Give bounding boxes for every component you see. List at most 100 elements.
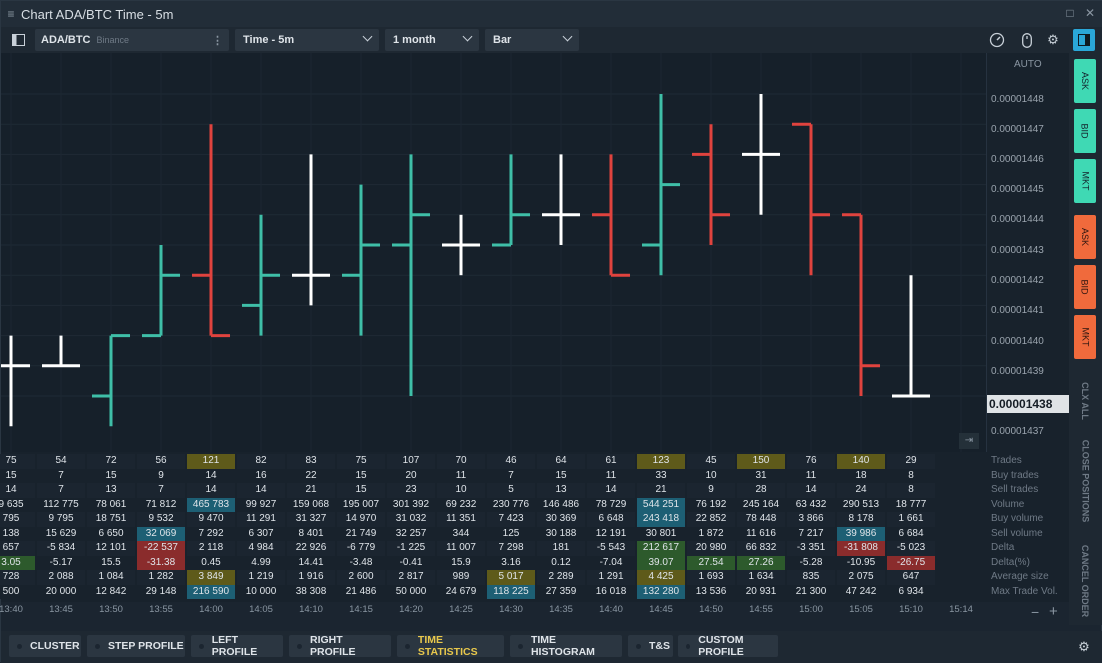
stat-cell: 4 984 (237, 541, 285, 556)
sell-market-button[interactable]: MKT (1074, 315, 1096, 359)
tab-step-profile[interactable]: STEP PROFILE (87, 635, 185, 657)
stat-cell: 27.54 (687, 555, 735, 570)
price-tick-label: 0.00001446 (991, 154, 1044, 165)
stat-cell: 76 (787, 454, 835, 469)
stat-cell: 21 (287, 483, 335, 498)
stat-cell: 9 (687, 483, 735, 498)
more-options-icon[interactable]: ⋮ (212, 34, 223, 47)
price-tick-label: 0.00001444 (991, 214, 1044, 225)
tab-t-s[interactable]: T&S (628, 635, 673, 657)
buy-ask-button[interactable]: ASK (1074, 59, 1096, 103)
stat-cell: 465 783 (187, 497, 235, 512)
price-chart[interactable]: ⇥ (1, 53, 1069, 452)
stat-cell: 11 351 (437, 512, 485, 527)
symbol-selector[interactable]: ADA/BTC Binance ⋮ (35, 29, 229, 51)
stat-cell: 69 232 (437, 497, 485, 512)
stat-cell: 7 217 (787, 526, 835, 541)
tab-label: LEFT PROFILE (211, 634, 258, 658)
buy-ask-label: ASK (1079, 71, 1090, 91)
close-icon[interactable]: ✕ (1084, 6, 1096, 20)
tab-right-profile[interactable]: RIGHT PROFILE (289, 634, 391, 658)
tab-label: TIME HISTOGRAM (530, 634, 595, 658)
stat-cell: -5.17 (37, 555, 85, 570)
price-tick-label: 0.00001439 (991, 366, 1044, 377)
clx-all-button[interactable]: CLX ALL (1074, 373, 1096, 429)
stat-cell: 216 590 (187, 584, 235, 599)
mouse-icon[interactable] (1016, 29, 1038, 51)
stat-cell: 7 298 (487, 541, 535, 556)
stat-cell: 1 291 (587, 570, 635, 585)
stat-cell: 2 118 (187, 541, 235, 556)
stat-cell: 39 986 (837, 526, 885, 541)
stat-cell: 6 934 (887, 584, 935, 599)
sell-ask-button[interactable]: ASK (1074, 215, 1096, 259)
stat-cell: 8 (887, 468, 935, 483)
stat-cell: 47 242 (837, 584, 885, 599)
tab-time-histogram[interactable]: TIME HISTOGRAM (510, 634, 622, 658)
buy-bid-button[interactable]: BID (1074, 109, 1096, 153)
sell-bid-label: BID (1079, 279, 1090, 295)
ohlc-bar (892, 275, 930, 398)
speed-gauge-icon[interactable] (986, 29, 1008, 51)
stat-cell: 15 (337, 468, 385, 483)
ohlc-bar (42, 335, 80, 368)
chart-type-dropdown[interactable]: Bar (485, 29, 579, 51)
stat-cell: 20 (387, 468, 435, 483)
symbol-name: ADA/BTC (41, 34, 91, 46)
tab-time-statistics[interactable]: TIME STATISTICS (397, 634, 504, 658)
clx-all-label: CLX ALL (1080, 382, 1091, 420)
stat-cell: -7.04 (587, 555, 635, 570)
tab-cluster[interactable]: CLUSTER (9, 635, 81, 657)
tab-custom-profile[interactable]: CUSTOM PROFILE (678, 634, 778, 658)
ohlc-bar (92, 334, 130, 427)
stat-cell: 989 (437, 570, 485, 585)
hamburger-menu-icon[interactable]: ≡ (7, 7, 15, 21)
stat-cell: 4.99 (237, 555, 285, 570)
stat-cell: 29 148 (137, 584, 185, 599)
stat-cell: 76 192 (687, 497, 735, 512)
stat-cell: 22 (287, 468, 335, 483)
stat-cell: 31 (737, 468, 785, 483)
tab-left-profile[interactable]: LEFT PROFILE (191, 634, 283, 658)
price-axis[interactable]: AUTO 0.00001448 0.00001447 0.00001446 0.000… (986, 53, 1069, 452)
stat-cell: 3.05 (0, 555, 35, 570)
tab-label: STEP PROFILE (108, 640, 184, 652)
scroll-to-end-icon[interactable]: ⇥ (959, 433, 979, 449)
maximize-icon[interactable]: □ (1066, 6, 1074, 20)
zoom-in-icon[interactable]: + (1049, 603, 1058, 620)
bottom-gear-icon[interactable]: ⚙ (1078, 639, 1090, 654)
stat-cell: 3.16 (487, 555, 535, 570)
cancel-order-button[interactable]: CANCEL ORDER (1074, 537, 1096, 625)
stat-cell: -31.38 (137, 555, 185, 570)
buy-market-button[interactable]: MKT (1074, 159, 1096, 203)
period-dropdown[interactable]: 1 month (385, 29, 479, 51)
time-tick-label: 15:14 (949, 604, 973, 615)
auto-scale-label[interactable]: AUTO (1014, 59, 1042, 70)
tab-dot-icon (405, 643, 410, 649)
tab-label: RIGHT PROFILE (310, 634, 356, 658)
gear-icon[interactable]: ⚙ (1047, 32, 1059, 47)
stat-cell: -31 808 (837, 541, 885, 556)
stat-cell: 107 (387, 454, 435, 469)
stat-row-label: Volume (991, 498, 1025, 510)
stat-cell: 38 308 (287, 584, 335, 599)
close-positions-button[interactable]: CLOSE POSITIONS (1074, 433, 1096, 529)
stat-cell: 63 432 (787, 497, 835, 512)
stat-cell: 7 292 (187, 526, 235, 541)
stat-cell: 39.07 (637, 555, 685, 570)
stat-cell: 11 291 (237, 512, 285, 527)
stat-cell: -3 351 (787, 541, 835, 556)
zoom-out-icon[interactable]: − (1031, 604, 1040, 620)
time-tick-label: 13:50 (99, 604, 123, 615)
ohlc-bar (842, 213, 880, 396)
stat-cell: 9 (137, 468, 185, 483)
timeframe-dropdown[interactable]: Time - 5m (235, 29, 379, 51)
tab-dot-icon (95, 643, 100, 649)
time-tick-label: 13:45 (49, 604, 73, 615)
panel-toggle-icon[interactable] (1073, 29, 1095, 51)
sidebar-toggle-icon[interactable] (7, 29, 29, 51)
sell-bid-button[interactable]: BID (1074, 265, 1096, 309)
stat-cell: -5.28 (787, 555, 835, 570)
stat-cell: 243 418 (637, 512, 685, 527)
stat-cell: 835 (787, 570, 835, 585)
